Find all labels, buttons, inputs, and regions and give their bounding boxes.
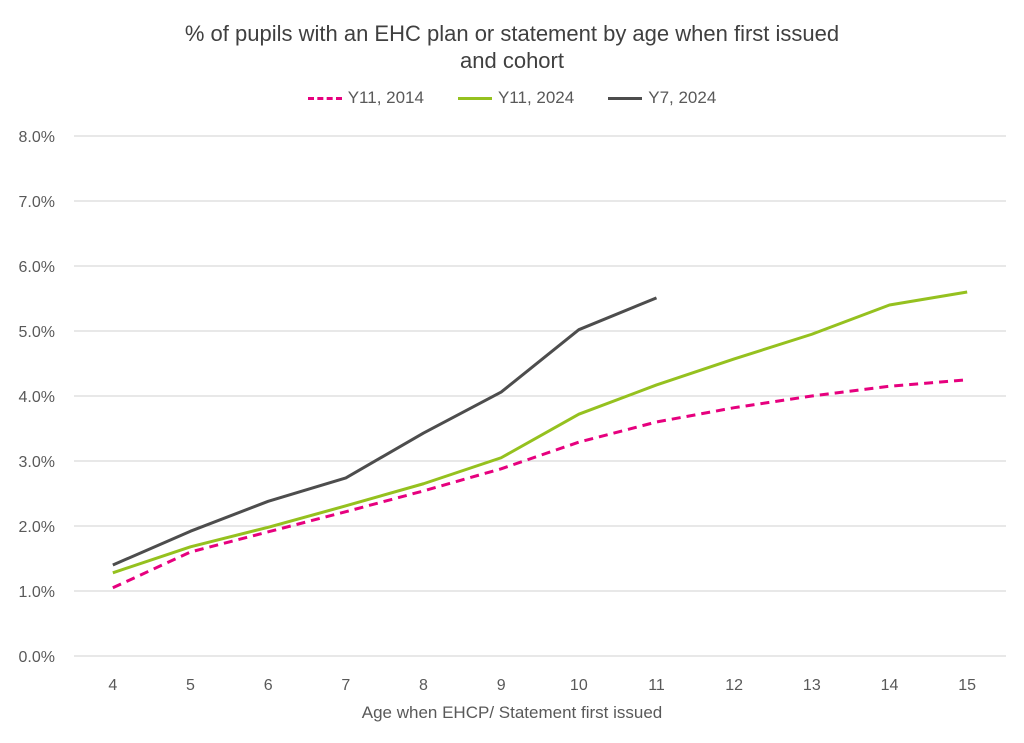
- x-tick-label: 8: [419, 677, 428, 694]
- legend-label: Y11, 2024: [497, 88, 575, 107]
- x-tick-label: 11: [648, 677, 665, 694]
- x-tick-label: 13: [803, 677, 821, 694]
- legend-item-y11-2014: Y11, 2014: [307, 88, 424, 108]
- y-tick-label: 6.0%: [19, 259, 55, 276]
- chart-title-line-1: % of pupils with an EHC plan or statemen…: [184, 21, 840, 46]
- y-tick-label: 0.0%: [19, 649, 55, 666]
- x-tick-label: 12: [725, 677, 743, 694]
- y-tick-label: 7.0%: [19, 194, 55, 211]
- x-tick-label: 5: [186, 677, 195, 694]
- y-tick-label: 3.0%: [19, 454, 55, 471]
- legend-label: Y7, 2024: [648, 88, 717, 107]
- series-line-y7-2024: [112, 296, 658, 567]
- x-tick-label: 4: [108, 677, 117, 694]
- legend: Y11, 2014 Y11, 2024 Y7, 2024: [0, 88, 1024, 108]
- x-tick-label: 6: [264, 677, 273, 694]
- legend-label: Y11, 2014: [347, 88, 424, 107]
- x-tick-label: 10: [570, 677, 588, 694]
- x-tick-label: 9: [497, 677, 506, 694]
- x-tick-label: 14: [881, 677, 899, 694]
- legend-item-y11-2024: Y11, 2024: [457, 88, 575, 108]
- x-tick-label: 15: [958, 677, 976, 694]
- y-tick-label: 8.0%: [19, 129, 55, 146]
- legend-item-y7-2024: Y7, 2024: [608, 88, 716, 108]
- legend-swatch: [307, 96, 342, 100]
- y-tick-label: 2.0%: [19, 519, 55, 536]
- y-tick-label: 4.0%: [19, 389, 55, 406]
- y-tick-label: 1.0%: [19, 584, 55, 601]
- x-axis-label: Age when EHCP/ Statement first issued: [361, 703, 663, 722]
- chart-title: % of pupils with an EHC plan or statemen…: [0, 20, 1024, 74]
- series-line-y11-2014: [112, 378, 968, 590]
- legend-swatch: [457, 96, 492, 100]
- series-line-y11-2024: [112, 290, 968, 575]
- y-tick-label: 5.0%: [19, 324, 55, 341]
- chart-title-line-2: and cohort: [460, 48, 564, 73]
- legend-swatch: [608, 96, 643, 100]
- x-tick-label: 7: [341, 677, 350, 694]
